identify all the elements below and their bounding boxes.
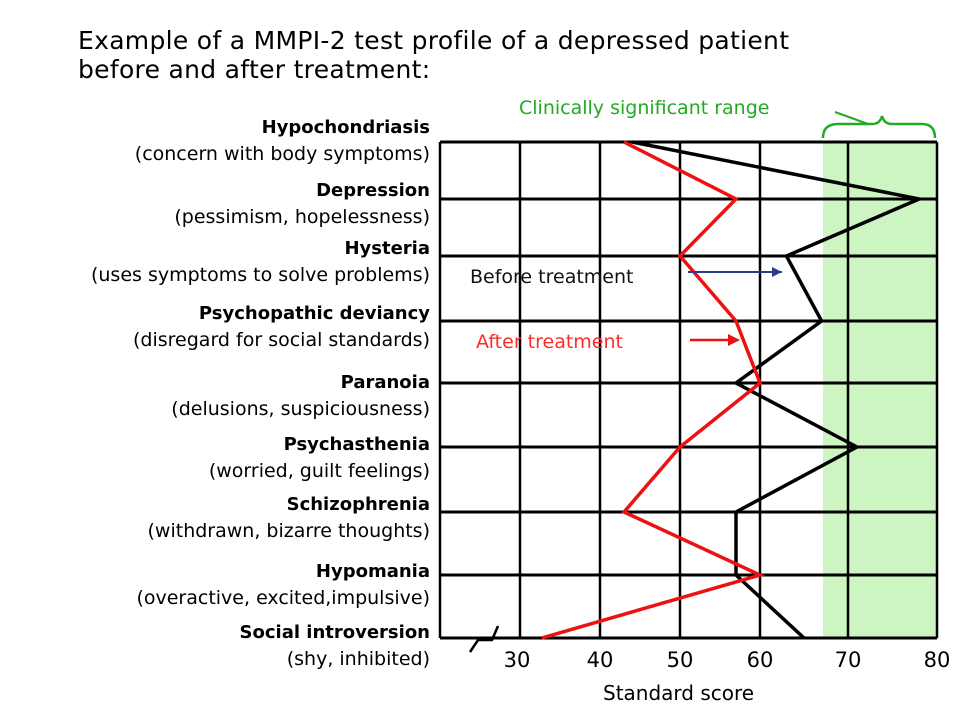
after-arrowhead: [728, 334, 740, 346]
x-tick-label: 60: [746, 648, 774, 672]
chart-title: Example of a MMPI-2 test profile of a de…: [78, 26, 789, 84]
significant-range-band: [823, 142, 937, 638]
after-treatment-label: After treatment: [476, 331, 623, 353]
category-name: Hypomania: [315, 561, 430, 582]
category-description: (worried, guilt feelings): [208, 460, 430, 482]
category-name: Schizophrenia: [286, 494, 430, 515]
title-line-1: Example of a MMPI-2 test profile of a de…: [78, 26, 790, 55]
category-description: (pessimism, hopelessness): [174, 206, 430, 228]
axis-break: [468, 625, 500, 653]
category-description: (withdrawn, bizarre thoughts): [147, 520, 430, 542]
x-tick-label: 50: [666, 648, 694, 672]
category-description: (disregard for social standards): [133, 329, 430, 351]
category-description: (uses symptoms to solve problems): [90, 264, 430, 286]
x-tick-label: 80: [923, 648, 951, 672]
before-arrowhead: [772, 267, 782, 277]
x-axis-label: Standard score: [603, 681, 755, 705]
category-name: Social introversion: [239, 622, 430, 643]
category-name: Paranoia: [340, 372, 430, 393]
category-description: (delusions, suspiciousness): [171, 398, 430, 420]
significant-range-label: Clinically significant range: [519, 97, 770, 119]
significant-range-pointer: [834, 111, 869, 125]
after-treatment-line: [541, 140, 765, 640]
category-description: (concern with body symptoms): [134, 143, 430, 165]
x-tick-label: 40: [586, 648, 614, 672]
category-name: Hypochondriasis: [261, 117, 430, 138]
category-description: (overactive, excited,impulsive): [136, 587, 430, 609]
category-name: Hysteria: [344, 238, 430, 259]
x-tick-label: 70: [834, 648, 862, 672]
before-treatment-label: Before treatment: [470, 266, 634, 288]
title-line-2: before and after treatment:: [78, 55, 431, 84]
category-name: Psychopathic deviancy: [198, 303, 430, 324]
significant-range-brace: [821, 115, 937, 139]
x-tick-label: 30: [503, 648, 531, 672]
category-name: Psychasthenia: [283, 434, 430, 455]
category-name: Depression: [316, 180, 430, 201]
category-description: (shy, inhibited): [286, 648, 430, 670]
